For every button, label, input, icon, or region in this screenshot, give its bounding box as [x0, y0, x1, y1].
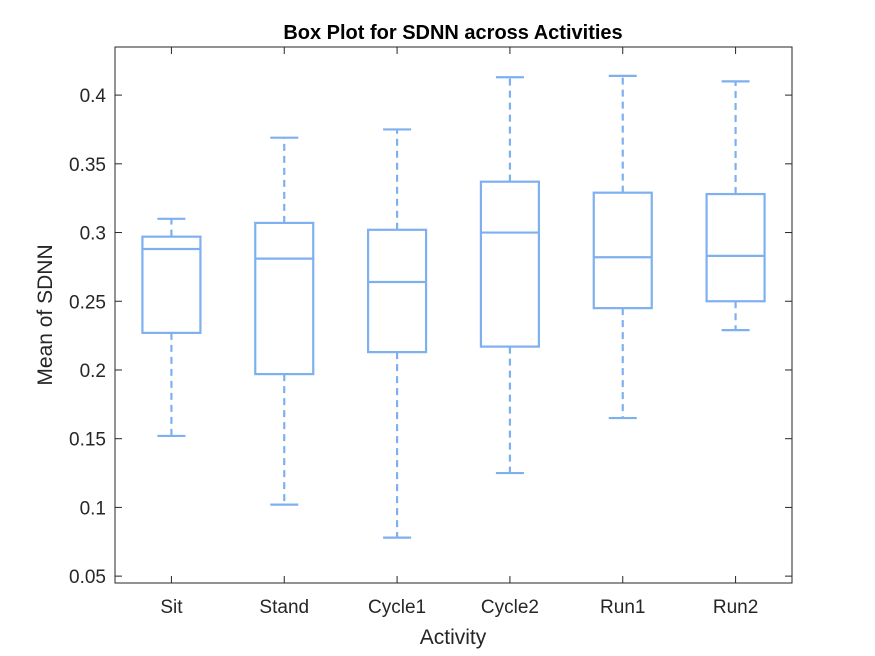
- box-iqr: [366, 228, 428, 354]
- y-tick-label: 0.1: [80, 498, 106, 519]
- x-tick-label: Cycle1: [368, 597, 426, 618]
- box-iqr: [254, 221, 315, 376]
- x-tick-label: Cycle2: [481, 597, 539, 618]
- axes-frame: [114, 46, 793, 584]
- x-tick-label: Run2: [713, 597, 758, 618]
- chart-title: Box Plot for SDNN across Activities: [283, 22, 622, 44]
- y-tick-label: 0.3: [80, 224, 106, 245]
- box-iqr: [141, 235, 202, 334]
- x-tick-label: Run1: [600, 597, 645, 618]
- y-axis-label: Mean of SDNN: [34, 244, 57, 385]
- box-iqr: [479, 180, 541, 348]
- plot-area: 0.05 0.1 0.15 0.2 0.25 0.3 0.35 0.4 Sit Stand Cycl…: [69, 47, 792, 618]
- box-iqr: [705, 192, 766, 303]
- y-tick-label: 0.4: [80, 86, 107, 107]
- y-tick-label: 0.15: [69, 430, 106, 451]
- box-iqr: [592, 191, 653, 310]
- y-tick-label: 0.35: [69, 155, 106, 176]
- y-tick-label: 0.2: [80, 361, 106, 382]
- x-tick-label: Stand: [259, 597, 309, 618]
- y-tick-label: 0.25: [69, 292, 106, 313]
- y-tick-label: 0.05: [69, 567, 106, 588]
- x-tick-label: Sit: [160, 597, 183, 618]
- x-axis-label: Activity: [420, 626, 487, 649]
